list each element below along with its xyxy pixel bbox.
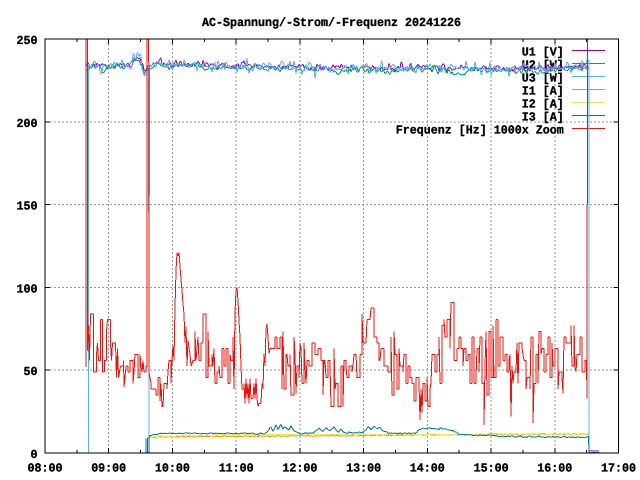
svg-text:AC-Spannung/-Strom/-Frequenz 2: AC-Spannung/-Strom/-Frequenz 20241226 <box>202 16 461 30</box>
svg-text:250: 250 <box>17 34 38 48</box>
svg-text:15:00: 15:00 <box>474 461 509 475</box>
svg-text:50: 50 <box>24 365 38 379</box>
svg-text:11:00: 11:00 <box>219 461 254 475</box>
svg-text:Frequenz [Hz] 1000x Zoom: Frequenz [Hz] 1000x Zoom <box>396 123 564 137</box>
svg-text:13:00: 13:00 <box>346 461 381 475</box>
svg-text:I1 [A]: I1 [A] <box>522 84 564 98</box>
svg-text:10:00: 10:00 <box>155 461 190 475</box>
svg-text:17:00: 17:00 <box>601 461 636 475</box>
svg-text:14:00: 14:00 <box>410 461 445 475</box>
svg-text:U1 [V]: U1 [V] <box>522 45 564 59</box>
svg-text:200: 200 <box>17 117 38 131</box>
svg-text:U3 [W]: U3 [W] <box>522 71 564 85</box>
svg-text:12:00: 12:00 <box>282 461 317 475</box>
svg-text:I3 [A]: I3 [A] <box>522 110 564 124</box>
svg-text:I2 [A]: I2 [A] <box>522 97 564 111</box>
svg-text:08:00: 08:00 <box>28 461 63 475</box>
svg-text:16:00: 16:00 <box>537 461 572 475</box>
svg-text:150: 150 <box>17 200 38 214</box>
svg-text:0: 0 <box>31 448 38 462</box>
svg-text:09:00: 09:00 <box>91 461 126 475</box>
svg-text:100: 100 <box>17 282 38 296</box>
